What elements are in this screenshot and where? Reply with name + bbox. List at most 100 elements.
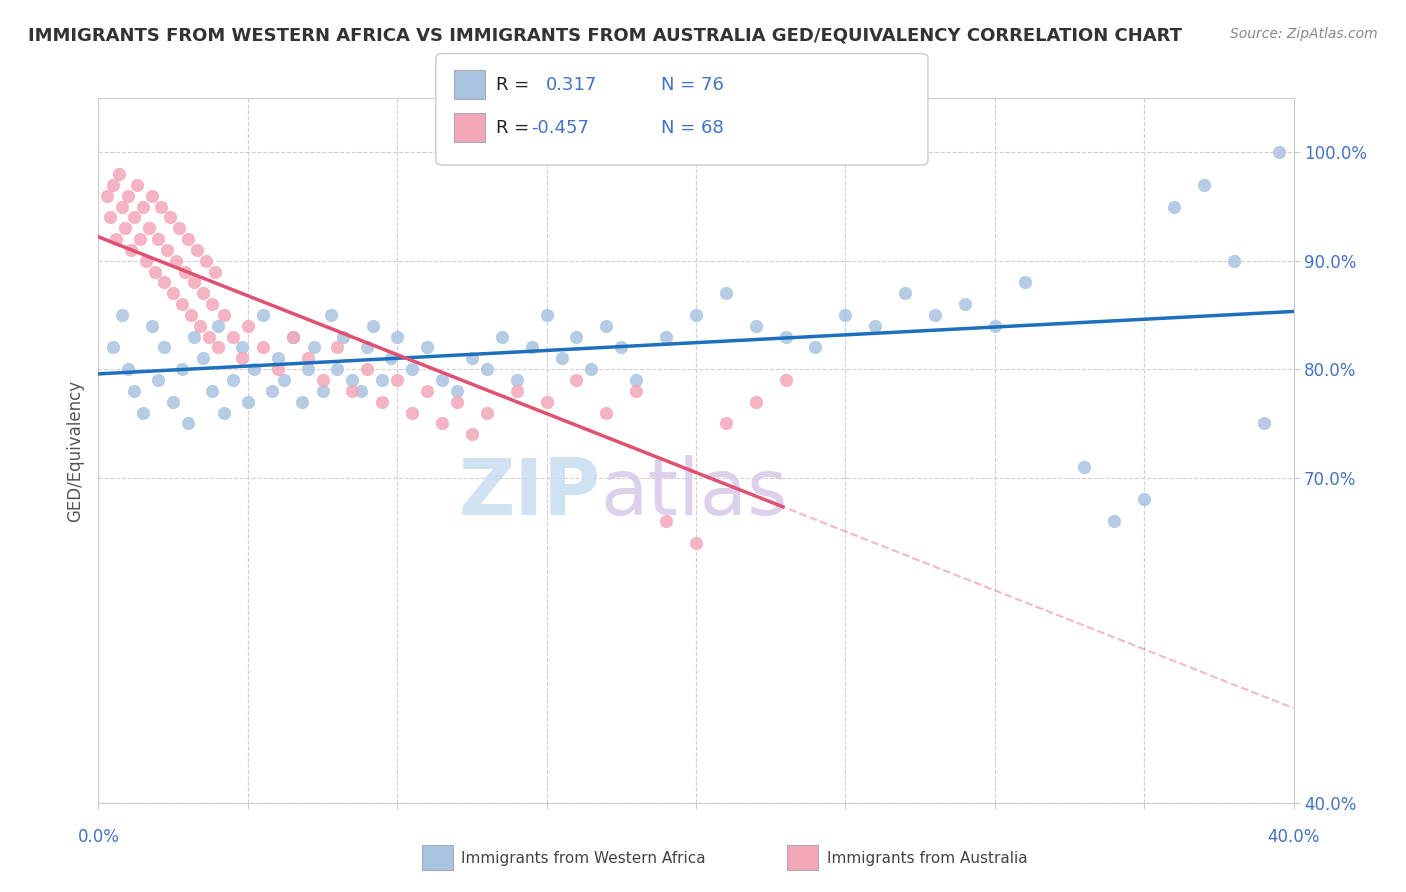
Point	[475, 362, 498, 376]
Point	[153, 341, 176, 355]
Text: IMMIGRANTS FROM WESTERN AFRICA VS IMMIGRANTS FROM AUSTRALIA GED/EQUIVALENCY CORR: IMMIGRANTS FROM WESTERN AFRICA VS IMMIGR…	[28, 27, 1182, 45]
Point	[536, 308, 558, 322]
Point	[401, 405, 423, 419]
Point	[212, 405, 235, 419]
Point	[281, 329, 304, 343]
Point	[595, 318, 617, 333]
Point	[156, 243, 179, 257]
Point	[273, 373, 295, 387]
Point	[371, 373, 394, 387]
Point	[565, 329, 588, 343]
Point	[183, 276, 205, 290]
Text: 0.317: 0.317	[546, 76, 598, 94]
Point	[297, 362, 319, 376]
Point	[356, 341, 378, 355]
Text: Source: ZipAtlas.com: Source: ZipAtlas.com	[1230, 27, 1378, 41]
Point	[243, 362, 266, 376]
Text: N = 76: N = 76	[661, 76, 724, 94]
Text: 0.0%: 0.0%	[77, 828, 120, 846]
Point	[177, 232, 200, 246]
Point	[416, 384, 439, 398]
Point	[212, 308, 235, 322]
Point	[124, 384, 146, 398]
Point	[124, 211, 146, 225]
Point	[111, 200, 134, 214]
Point	[201, 297, 224, 311]
Point	[745, 318, 768, 333]
Point	[865, 318, 887, 333]
Point	[461, 427, 484, 442]
Point	[581, 362, 603, 376]
Text: ZIP: ZIP	[458, 455, 600, 531]
Point	[103, 341, 125, 355]
Text: -0.457: -0.457	[531, 119, 589, 136]
Point	[186, 243, 208, 257]
Point	[506, 373, 529, 387]
Text: R =: R =	[496, 119, 530, 136]
Point	[132, 200, 155, 214]
Point	[167, 221, 190, 235]
Point	[430, 373, 453, 387]
Point	[655, 514, 678, 528]
Point	[363, 318, 385, 333]
Point	[461, 351, 484, 366]
Point	[894, 286, 917, 301]
Point	[150, 200, 173, 214]
Point	[924, 308, 946, 322]
Point	[804, 341, 827, 355]
Point	[775, 373, 797, 387]
Point	[281, 329, 304, 343]
Point	[685, 308, 707, 322]
Point	[207, 341, 229, 355]
Point	[655, 329, 678, 343]
Point	[162, 286, 184, 301]
Point	[321, 308, 343, 322]
Point	[207, 318, 229, 333]
Point	[356, 362, 378, 376]
Point	[834, 308, 856, 322]
Point	[446, 394, 468, 409]
Point	[260, 384, 283, 398]
Text: Immigrants from Australia: Immigrants from Australia	[827, 851, 1028, 865]
Point	[311, 373, 333, 387]
Point	[685, 535, 707, 549]
Point	[491, 329, 513, 343]
Point	[385, 373, 409, 387]
Point	[117, 188, 139, 202]
Point	[267, 351, 290, 366]
Point	[1192, 178, 1215, 192]
Point	[332, 329, 354, 343]
Point	[141, 188, 163, 202]
Point	[565, 373, 588, 387]
Point	[626, 373, 648, 387]
Point	[626, 384, 648, 398]
Point	[311, 384, 333, 398]
Point	[416, 341, 439, 355]
Point	[371, 394, 394, 409]
Point	[201, 384, 224, 398]
Text: Immigrants from Western Africa: Immigrants from Western Africa	[461, 851, 706, 865]
Point	[350, 384, 373, 398]
Point	[148, 232, 170, 246]
Point	[127, 178, 149, 192]
Point	[108, 167, 131, 181]
Point	[236, 394, 259, 409]
Point	[326, 341, 349, 355]
Point	[1163, 200, 1185, 214]
Point	[714, 417, 737, 431]
Point	[380, 351, 402, 366]
Point	[198, 329, 221, 343]
Point	[143, 264, 166, 278]
Point	[98, 211, 122, 225]
Point	[252, 341, 274, 355]
Point	[714, 286, 737, 301]
Point	[141, 318, 163, 333]
Point	[222, 373, 245, 387]
Point	[138, 221, 160, 235]
Point	[103, 178, 125, 192]
Point	[177, 417, 200, 431]
Point	[291, 394, 314, 409]
Point	[745, 394, 768, 409]
Point	[1267, 145, 1289, 160]
Point	[302, 341, 325, 355]
